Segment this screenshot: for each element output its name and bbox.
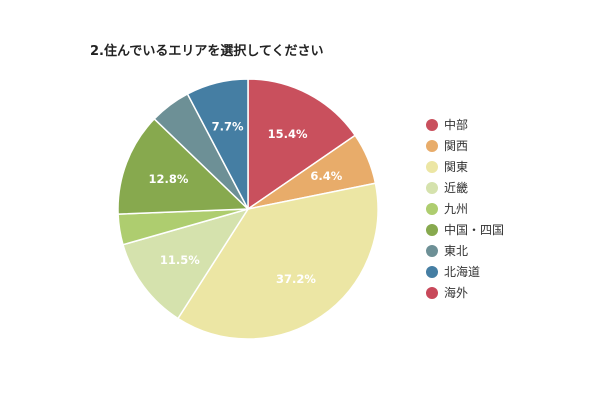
data-label-6: 12.8%: [149, 172, 189, 186]
pie-slices: [117, 78, 379, 340]
data-label-8: 7.7%: [212, 120, 244, 134]
legend-item-1[interactable]: 中部: [444, 117, 468, 132]
legend-item-5[interactable]: 九州: [444, 202, 468, 216]
pie-slice-6[interactable]: [117, 117, 250, 215]
legend-marker-4[interactable]: [426, 182, 438, 194]
legend-marker-7[interactable]: [426, 245, 438, 257]
legend-item-4[interactable]: 近畿: [444, 181, 468, 195]
legend-item-9[interactable]: 海外: [444, 285, 468, 300]
legend-marker-8[interactable]: [426, 266, 438, 278]
legend-marker-6[interactable]: [426, 224, 438, 236]
legend-item-7[interactable]: 東北: [444, 244, 468, 258]
data-label-4: 11.5%: [160, 253, 200, 267]
pie-slice-8[interactable]: [186, 78, 249, 210]
chart-title: 2.住んでいるエリアを選択してください: [90, 44, 324, 59]
legend-marker-9[interactable]: [426, 287, 438, 299]
legend-item-3[interactable]: 関東: [444, 160, 468, 174]
legend-item-6[interactable]: 中国・四国: [444, 222, 504, 237]
pie-data-labels: 15.4% 6.4% 37.2% 11.5% 12.8% 7.7%: [149, 120, 343, 287]
pie-slice-3[interactable]: [176, 182, 379, 340]
legend-marker-5[interactable]: [426, 203, 438, 215]
legend-item-2[interactable]: 関西: [444, 139, 468, 153]
data-label-3: 37.2%: [276, 272, 316, 286]
legend-item-8[interactable]: 北海道: [444, 264, 480, 279]
legend-marker-2[interactable]: [426, 140, 438, 152]
legend-marker-3[interactable]: [426, 161, 438, 173]
data-label-1: 15.4%: [268, 127, 308, 141]
pie-slice-1[interactable]: [247, 78, 357, 211]
legend-marker-1[interactable]: [426, 119, 438, 131]
data-label-2: 6.4%: [310, 169, 342, 183]
